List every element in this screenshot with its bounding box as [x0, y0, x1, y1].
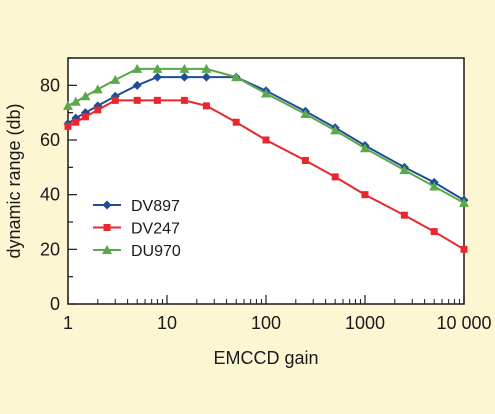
- data-point-dv247: [430, 228, 438, 236]
- data-point-du970: [429, 181, 440, 191]
- legend-marker-dv897: [102, 200, 112, 210]
- data-point-du970: [92, 84, 103, 94]
- y-axis-label: dynamic range (db): [4, 103, 24, 258]
- legend-label-du970: DU970: [131, 243, 181, 260]
- data-point-du970: [132, 63, 143, 73]
- data-point-dv897: [152, 72, 162, 82]
- data-point-du970: [330, 125, 341, 135]
- data-point-dv247: [153, 96, 161, 104]
- data-point-du970: [399, 165, 410, 175]
- data-point-dv897: [201, 72, 211, 82]
- x-tick-label: 10: [157, 313, 177, 333]
- data-point-dv247: [331, 173, 339, 181]
- legend-marker-dv247: [103, 224, 111, 231]
- data-point-du970: [110, 74, 121, 84]
- legend-label-dv897: DV897: [131, 198, 180, 215]
- legend-label-dv247: DV247: [131, 221, 180, 238]
- x-tick-label: 10 000: [436, 313, 491, 333]
- data-point-dv897: [179, 72, 189, 82]
- data-point-dv247: [133, 96, 141, 104]
- data-point-dv247: [400, 211, 408, 219]
- data-point-du970: [300, 109, 311, 119]
- y-tick-label: 40: [40, 185, 60, 205]
- data-point-dv247: [180, 96, 188, 104]
- data-point-dv247: [81, 113, 89, 121]
- data-point-du970: [70, 96, 81, 106]
- data-point-dv247: [361, 191, 369, 199]
- y-tick-label: 20: [40, 239, 60, 259]
- data-point-du970: [179, 63, 190, 73]
- data-point-dv247: [301, 157, 309, 164]
- data-point-du970: [231, 72, 242, 82]
- data-point-dv247: [64, 122, 72, 130]
- legend-marker-du970: [102, 245, 112, 254]
- data-point-dv897: [132, 80, 142, 90]
- x-tick-label: 100: [251, 313, 281, 333]
- data-point-dv247: [111, 96, 119, 104]
- data-point-du970: [201, 63, 212, 73]
- x-tick-label: 1: [63, 313, 73, 333]
- data-point-du970: [459, 197, 469, 207]
- data-point-dv247: [72, 118, 80, 126]
- data-point-du970: [152, 63, 163, 73]
- data-point-dv247: [202, 102, 210, 110]
- data-point-dv247: [232, 118, 240, 126]
- data-point-du970: [360, 143, 370, 153]
- y-tick-label: 80: [40, 75, 60, 95]
- data-point-dv247: [94, 106, 102, 114]
- x-tick-label: 1000: [345, 313, 385, 333]
- x-axis-label: EMCCD gain: [213, 348, 318, 368]
- y-tick-label: 0: [50, 294, 60, 314]
- y-tick-label: 60: [40, 130, 60, 150]
- data-point-dv247: [262, 136, 270, 144]
- data-point-dv247: [460, 245, 468, 253]
- data-point-du970: [63, 100, 73, 110]
- data-point-du970: [80, 91, 91, 101]
- data-point-du970: [261, 88, 271, 98]
